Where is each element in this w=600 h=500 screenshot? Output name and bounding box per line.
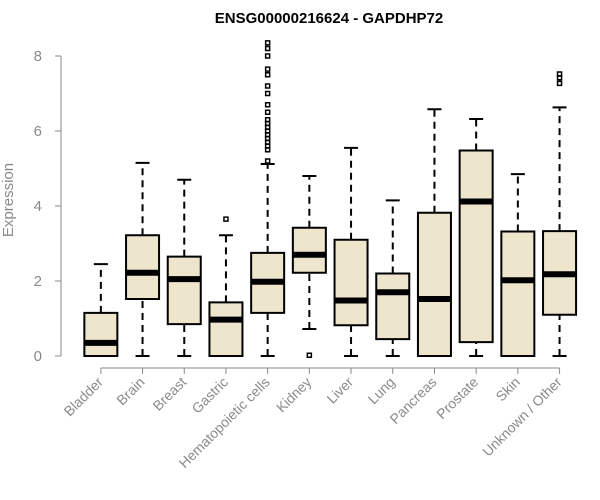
box [166, 255, 202, 326]
outlier-point [264, 53, 271, 59]
box [208, 301, 244, 357]
outlier-point [264, 90, 271, 97]
box-group [125, 161, 161, 357]
outlier-point [264, 40, 271, 46]
outlier-point [264, 109, 271, 115]
x-tick-label: Breast [149, 374, 189, 414]
outlier-point [556, 71, 563, 77]
chart-title: ENSG00000216624 - GAPDHP72 [215, 10, 443, 27]
box [125, 234, 161, 300]
box-group [500, 173, 536, 357]
box-group [542, 71, 578, 357]
box [83, 311, 119, 357]
y-tick-label: 4 [34, 198, 42, 215]
box [416, 211, 452, 357]
x-tick-label: Lung [365, 374, 398, 407]
outlier-point [556, 80, 563, 87]
y-tick-label: 2 [34, 273, 42, 290]
box [333, 238, 369, 327]
box-series [83, 40, 578, 358]
outlier-point [264, 83, 271, 89]
outlier-point [264, 158, 271, 164]
y-tick-label: 0 [34, 348, 42, 365]
box-group [375, 199, 411, 357]
box-group [416, 108, 452, 357]
y-axis-label: Expression [0, 163, 17, 237]
box-group [291, 175, 327, 358]
box [500, 230, 536, 357]
x-tick-label: Skin [492, 374, 523, 405]
x-tick-label: Bladder [61, 374, 107, 420]
box-group [166, 178, 202, 357]
box [458, 149, 494, 344]
y-tick-label: 6 [34, 123, 42, 140]
outlier-point [264, 72, 271, 78]
outlier-point [223, 216, 229, 222]
box [291, 226, 327, 274]
y-tick-label: 8 [34, 48, 42, 65]
x-tick-label: Kidney [273, 374, 315, 416]
box-group [208, 216, 244, 357]
outlier-point [264, 102, 271, 108]
x-tick-label: Unknown / Other [479, 374, 565, 460]
x-tick-label: Brain [113, 374, 147, 408]
x-tick-label: Prostate [433, 374, 481, 422]
y-axis: 0 2 4 6 8 [34, 48, 62, 365]
outlier-point [264, 45, 271, 52]
box-group [83, 263, 119, 357]
outlier-point [306, 352, 313, 358]
x-tick-label: Liver [323, 374, 356, 407]
outlier-point [264, 117, 271, 123]
box-group [458, 118, 494, 357]
box [375, 272, 411, 341]
box-group [250, 40, 286, 357]
outlier-point [264, 66, 271, 72]
box-group [333, 146, 369, 357]
